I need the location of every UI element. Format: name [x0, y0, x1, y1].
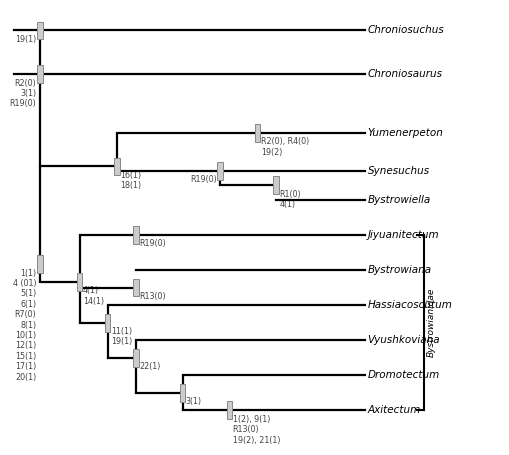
Text: Yumenerpeton: Yumenerpeton: [367, 128, 443, 138]
FancyBboxPatch shape: [273, 177, 278, 194]
Text: 1(1)
4 (01)
5(1)
6(1)
R7(0)
8(1)
10(1)
12(1)
15(1)
17(1)
20(1): 1(1) 4 (01) 5(1) 6(1) R7(0) 8(1) 10(1) 1…: [13, 268, 36, 382]
Text: 22(1): 22(1): [139, 362, 160, 371]
Text: 1(2), 9(1)
R13(0)
19(2), 21(1): 1(2), 9(1) R13(0) 19(2), 21(1): [232, 415, 279, 445]
Text: R13(0): R13(0): [139, 292, 165, 301]
FancyBboxPatch shape: [133, 226, 138, 244]
Text: Dromotectum: Dromotectum: [367, 370, 439, 380]
Text: 19(1): 19(1): [15, 35, 36, 44]
Text: Axitectum: Axitectum: [367, 405, 420, 415]
FancyBboxPatch shape: [76, 273, 82, 291]
Text: Bystrowiana: Bystrowiana: [367, 265, 431, 275]
Text: R1(0)
4(1): R1(0) 4(1): [279, 190, 301, 209]
Text: 4(1)
14(1): 4(1) 14(1): [82, 286, 104, 306]
Text: Chroniosaurus: Chroniosaurus: [367, 69, 442, 79]
Text: R2(0)
3(1)
R19(0): R2(0) 3(1) R19(0): [10, 79, 36, 108]
Text: Chroniosuchus: Chroniosuchus: [367, 25, 443, 35]
FancyBboxPatch shape: [105, 314, 110, 332]
FancyBboxPatch shape: [37, 255, 42, 273]
Text: Vyushkoviana: Vyushkoviana: [367, 335, 439, 345]
FancyBboxPatch shape: [180, 384, 185, 402]
FancyBboxPatch shape: [114, 157, 120, 175]
Text: Synesuchus: Synesuchus: [367, 166, 429, 176]
Text: R19(0): R19(0): [139, 239, 165, 248]
Text: 11(1)
19(1): 11(1) 19(1): [111, 327, 132, 346]
Text: Hassiacoscutum: Hassiacoscutum: [367, 300, 451, 310]
FancyBboxPatch shape: [217, 162, 222, 180]
Text: Jiyuanitectum: Jiyuanitectum: [367, 230, 438, 240]
FancyBboxPatch shape: [254, 124, 260, 142]
Text: 3(1): 3(1): [185, 397, 202, 406]
FancyBboxPatch shape: [37, 22, 42, 39]
FancyBboxPatch shape: [37, 66, 42, 83]
Text: Bystrowiella: Bystrowiella: [367, 195, 430, 205]
Text: R19(0): R19(0): [190, 175, 216, 184]
FancyBboxPatch shape: [133, 349, 138, 367]
FancyBboxPatch shape: [133, 279, 138, 297]
FancyBboxPatch shape: [226, 401, 232, 419]
Text: R2(0), R4(0)
19(2): R2(0), R4(0) 19(2): [260, 137, 308, 157]
Text: 16(1)
18(1): 16(1) 18(1): [120, 171, 141, 190]
Text: Bystrowianidae: Bystrowianidae: [426, 288, 435, 357]
